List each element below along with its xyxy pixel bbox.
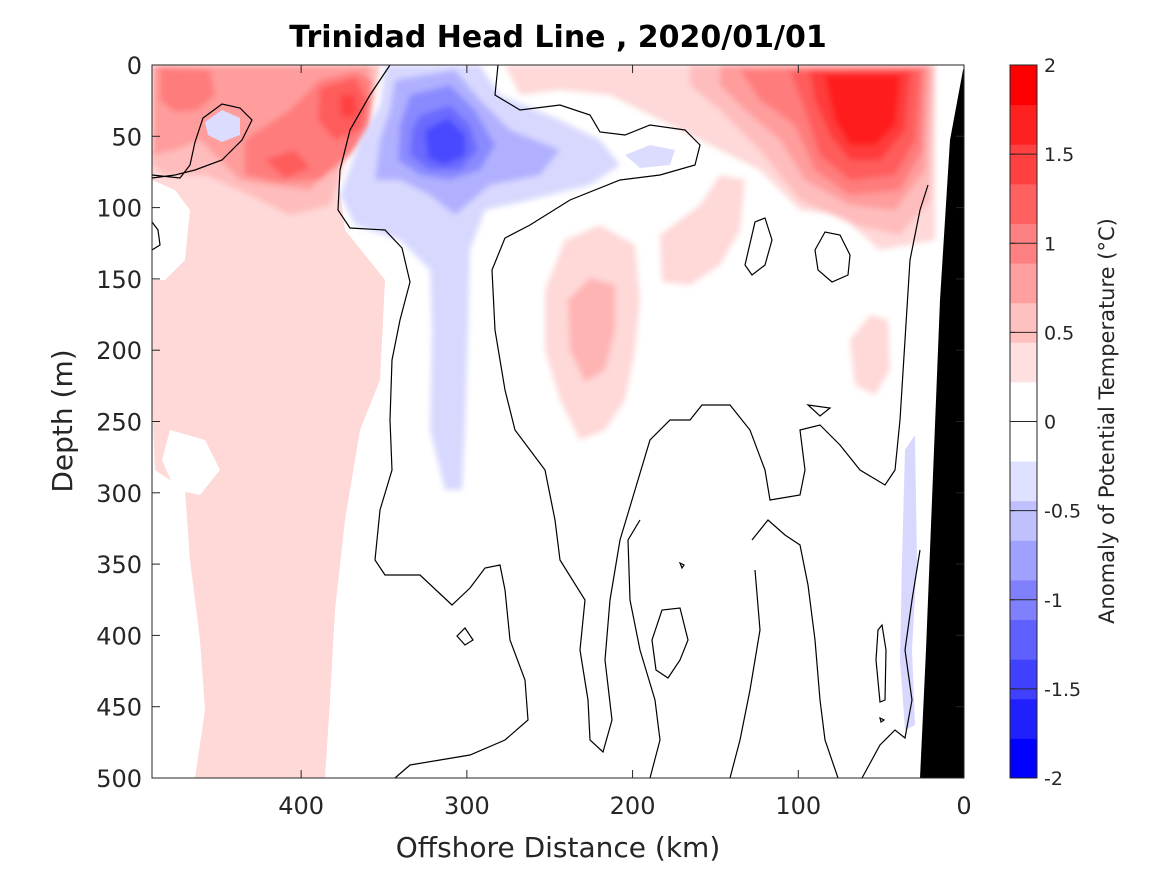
y-tick-label: 450 (96, 694, 142, 722)
contour-line (678, 561, 685, 570)
colorbar-segment (1010, 104, 1037, 145)
colorbar: 2 1.5 1 0.5 0 -0.5 -1 -1.5 -2 (1009, 55, 1081, 790)
contour-line (152, 221, 161, 251)
y-tick-label: 200 (96, 337, 142, 365)
x-tick-label: 400 (278, 792, 324, 820)
bathymetry-seafloor (920, 67, 964, 778)
contour-line (491, 65, 929, 754)
colorbar-tick-label: 1 (1044, 233, 1056, 255)
x-tick-label: 300 (444, 792, 490, 820)
colorbar-segment (1010, 500, 1037, 541)
y-tick-label: 300 (96, 480, 142, 508)
contour-fill-warm-patch-deep (850, 315, 890, 395)
x-axis: 400 300 200 100 0 (278, 65, 972, 820)
contour-fill-warm-offshore-1.25 (265, 150, 310, 178)
contour-fill-cool-island (205, 110, 240, 142)
contour-line (152, 103, 253, 179)
y-tick-label: 0 (127, 52, 142, 80)
contour-line (875, 623, 887, 703)
colorbar-segment (1010, 381, 1037, 422)
colorbar-tick-label: 0.5 (1044, 322, 1074, 344)
colorbar-segment (1010, 659, 1037, 700)
colorbar-segment (1010, 619, 1037, 660)
x-axis-label: Offshore Distance (km) (396, 831, 721, 864)
contour-fill-warm-band-offshore (152, 110, 385, 778)
contour-fill-white-island (162, 430, 220, 495)
contour-line (879, 716, 886, 723)
contour-fill-cold-1.25 (425, 118, 465, 165)
contour-line (627, 519, 661, 778)
contour-line (337, 65, 529, 778)
contour-fill-white-island (152, 180, 190, 280)
y-tick-label: 100 (96, 195, 142, 223)
contour-line (861, 549, 921, 778)
y-axis: 0 50 100 150 200 250 300 350 400 450 500 (96, 52, 964, 793)
y-tick-label: 150 (96, 266, 142, 294)
zero-contour-lines (152, 65, 929, 778)
colorbar-segment (1010, 183, 1037, 224)
colorbar-label: Anomaly of Potential Temperature (°C) (1095, 218, 1119, 624)
y-tick-label: 350 (96, 551, 142, 579)
contour-line (456, 627, 474, 646)
colorbar-tick-label: 0 (1044, 412, 1056, 434)
colorbar-segment (1010, 302, 1037, 343)
x-tick-label: 0 (956, 792, 971, 820)
contour-fill-warm-mid-0.5 (568, 278, 615, 382)
contour-fill-cool-sliver (900, 435, 917, 730)
colorbar-tick-label: -1 (1044, 590, 1063, 612)
colorbar-tick-label: -0.5 (1044, 501, 1081, 523)
y-tick-label: 50 (111, 123, 142, 151)
contour-fill-warm-band-right (660, 175, 745, 285)
contour-fill-warm-near-1.75 (825, 75, 900, 145)
colorbar-segment (1010, 540, 1037, 581)
plot-area (152, 65, 964, 778)
y-axis-label: Depth (m) (46, 349, 79, 492)
colorbar-tick-label: 2 (1044, 55, 1056, 77)
y-tick-label: 250 (96, 409, 142, 437)
colorbar-tick-label: 1.5 (1044, 144, 1074, 166)
contour-line (651, 607, 689, 679)
colorbar-segment (1010, 421, 1037, 462)
colorbar-segment (1010, 263, 1037, 304)
contour-line (806, 404, 832, 417)
x-tick-label: 100 (775, 792, 821, 820)
colorbar-segment (1010, 342, 1037, 383)
contour-fill-warm-offshore-1.5 (340, 95, 356, 118)
y-tick-label: 400 (96, 622, 142, 650)
contour-fill-cool-island (625, 145, 675, 168)
y-tick-label: 500 (96, 765, 142, 793)
colorbar-tick-label: -1.5 (1044, 679, 1081, 701)
x-tick-label: 200 (610, 792, 656, 820)
contour-line (814, 231, 851, 283)
chart-title: Trinidad Head Line , 2020/01/01 (289, 20, 826, 55)
colorbar-segment (1010, 461, 1037, 502)
colorbar-segment (1010, 698, 1037, 739)
colorbar-segment (1010, 144, 1037, 185)
contour-line (729, 569, 761, 778)
contour-line (751, 519, 839, 778)
contour-line (744, 217, 773, 276)
colorbar-tick-label: -2 (1044, 768, 1063, 790)
colorbar-segment (1010, 738, 1037, 779)
colorbar-segment (1010, 65, 1037, 106)
contour-fill-warm-offshore-1.0 (160, 68, 215, 112)
